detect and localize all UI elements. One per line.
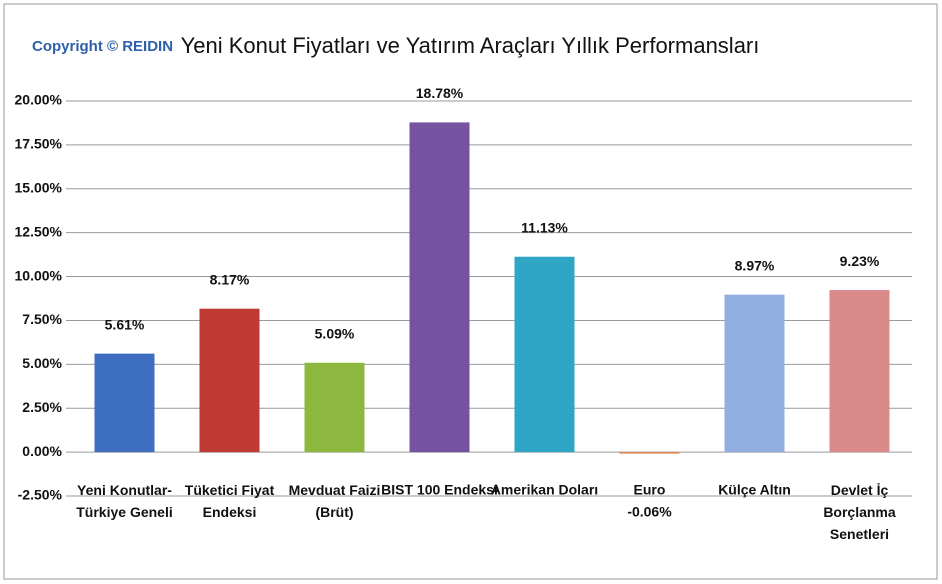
chart-title: Yeni Konut Fiyatları ve Yatırım Araçları… — [181, 33, 760, 58]
y-tick-label: -2.50% — [18, 487, 63, 503]
bar — [94, 353, 155, 453]
y-tick-label: 0.00% — [22, 443, 62, 459]
bar — [409, 122, 470, 453]
x-tick-label: Tüketici Fiyat Endeksi — [185, 482, 275, 520]
y-tick-label: 5.00% — [22, 355, 62, 371]
bar — [304, 362, 365, 453]
copyright: Copyright © REIDIN — [32, 38, 173, 55]
x-tick-label: Amerikan Doları — [491, 482, 598, 498]
bar — [199, 308, 260, 453]
x-tick-label: BIST 100 Endeksi — [381, 482, 498, 498]
bar — [829, 290, 890, 453]
frame — [3, 3, 938, 580]
value-label: 8.97% — [735, 257, 775, 273]
y-tick-label: 20.00% — [15, 92, 63, 108]
bar — [724, 294, 785, 453]
bar — [619, 452, 680, 454]
x-tick-label: Külçe Altın — [718, 482, 791, 498]
value-label: 8.17% — [210, 271, 250, 287]
x-tick-label: Yeni Konutlar-Türkiye Geneli — [76, 482, 172, 520]
x-tick-label: Euro — [634, 482, 666, 498]
x-tick-label: Devlet İç Borçlanma Senetleri — [823, 482, 896, 542]
bar — [514, 256, 575, 453]
value-label: -0.06% — [627, 504, 672, 520]
y-tick-label: 7.50% — [22, 311, 62, 327]
y-tick-label: 10.00% — [15, 267, 63, 283]
y-tick-label: 2.50% — [22, 399, 62, 415]
y-tick-label: 17.50% — [15, 136, 63, 152]
x-tick-label: Mevduat Faizi (Brüt) — [289, 482, 381, 520]
y-tick-label: 15.00% — [15, 179, 63, 195]
y-tick-label: 12.50% — [15, 223, 63, 239]
value-label: 5.09% — [315, 325, 355, 341]
value-label: 9.23% — [840, 253, 880, 269]
value-label: 11.13% — [521, 219, 568, 235]
value-label: 18.78% — [416, 85, 464, 101]
value-label: 5.61% — [105, 316, 145, 332]
